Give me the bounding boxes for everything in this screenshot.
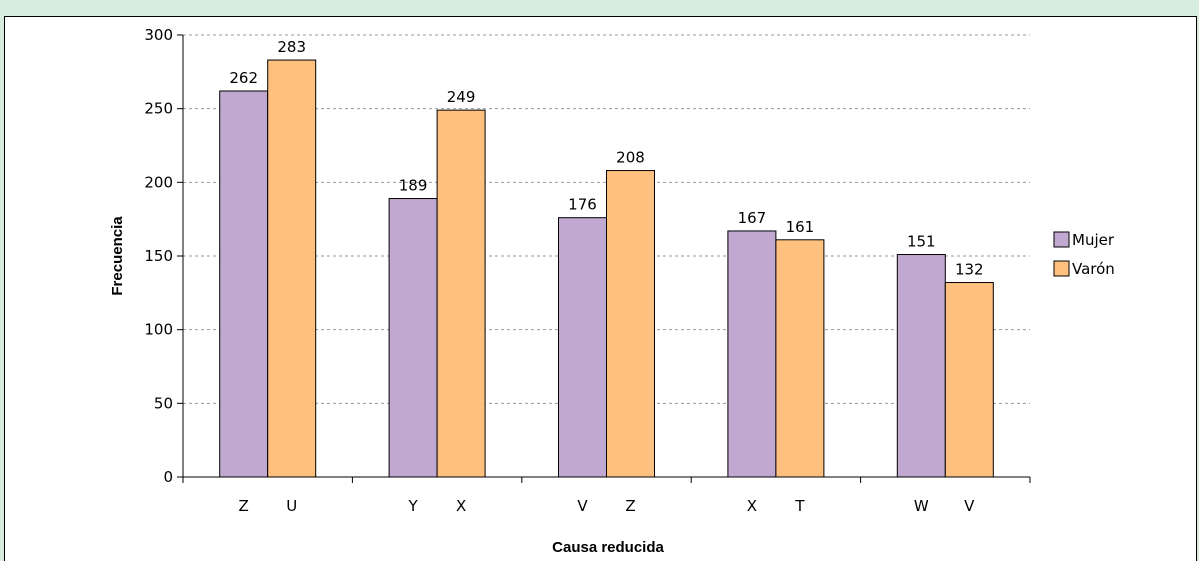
x-tick-label-1-0: Y bbox=[408, 497, 419, 515]
bar-3-1 bbox=[775, 239, 825, 478]
data-label-4-1: 132 bbox=[955, 261, 984, 279]
bar-1-0 bbox=[388, 198, 438, 478]
data-label-4-0: 151 bbox=[907, 233, 936, 251]
y-tick-label-100: 100 bbox=[144, 321, 173, 339]
data-label-3-0: 167 bbox=[738, 209, 767, 227]
axes: 0 50 100 150 200 250 300 Z U Y X V Z X T W V bbox=[144, 26, 1031, 515]
y-tick-label-0: 0 bbox=[163, 468, 173, 486]
x-tick-label-0-0: Z bbox=[239, 497, 249, 515]
y-tick-label-200: 200 bbox=[144, 173, 173, 191]
x-tick-label-3-0: X bbox=[747, 497, 757, 515]
bar-4-1 bbox=[944, 282, 994, 478]
y-tick-label-300: 300 bbox=[144, 26, 173, 44]
x-tick-label-3-1: T bbox=[794, 497, 805, 515]
bar-3-0 bbox=[727, 230, 777, 478]
y-axis-title: Frecuencia bbox=[109, 216, 126, 296]
bar-2-0 bbox=[558, 217, 607, 478]
legend-label-1: Varón bbox=[1072, 260, 1115, 278]
x-tick-label-0-1: U bbox=[286, 497, 297, 515]
legend-swatch-1 bbox=[1053, 260, 1070, 277]
bars bbox=[219, 59, 994, 478]
y-tick-label-150: 150 bbox=[144, 247, 173, 265]
legend-label-0: Mujer bbox=[1072, 231, 1115, 249]
legend: Mujer Varón bbox=[1053, 231, 1115, 278]
bar-1-1 bbox=[436, 109, 486, 478]
bar-0-1 bbox=[267, 59, 317, 478]
data-label-1-0: 189 bbox=[399, 177, 428, 195]
legend-swatch-0 bbox=[1053, 231, 1070, 248]
x-tick-label-4-0: W bbox=[914, 497, 929, 515]
x-axis-title: Causa reducida bbox=[552, 539, 664, 556]
x-tick-label-4-1: V bbox=[964, 497, 975, 515]
bar-4-0 bbox=[896, 254, 946, 478]
data-label-1-1: 249 bbox=[447, 88, 476, 106]
data-label-0-1: 283 bbox=[277, 38, 306, 56]
data-label-3-1: 161 bbox=[786, 218, 815, 236]
y-tick-label-250: 250 bbox=[144, 100, 173, 118]
data-label-2-1: 208 bbox=[616, 149, 645, 167]
data-label-0-0: 262 bbox=[229, 69, 258, 87]
y-tick-label-50: 50 bbox=[154, 394, 173, 412]
bar-0-0 bbox=[219, 90, 269, 478]
x-tick-label-1-1: X bbox=[456, 497, 466, 515]
x-tick-label-2-1: Z bbox=[625, 497, 635, 515]
bar-2-1 bbox=[606, 170, 655, 478]
x-tick-label-2-0: V bbox=[577, 497, 588, 515]
data-labels: 262 283 189 249 176 208 167 161 151 132 bbox=[229, 38, 983, 278]
data-label-2-0: 176 bbox=[568, 196, 597, 214]
